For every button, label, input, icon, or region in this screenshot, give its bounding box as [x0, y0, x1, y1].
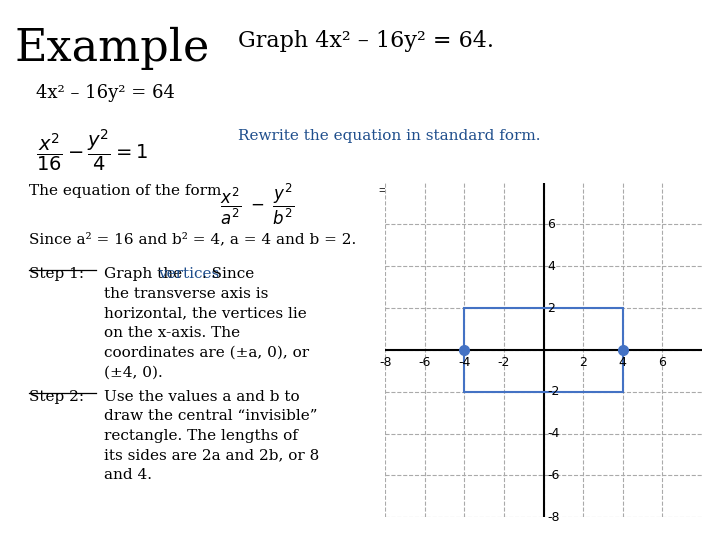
Text: -6: -6	[418, 356, 431, 369]
Text: vertices: vertices	[158, 267, 220, 281]
Text: -4: -4	[458, 356, 471, 369]
Text: = 1, so the transverse axis is horizontal.: = 1, so the transverse axis is horizonta…	[378, 184, 689, 198]
Text: Step 2:: Step 2:	[29, 390, 84, 404]
Text: 2: 2	[580, 356, 587, 369]
Text: the transverse axis is
horizontal, the vertices lie
on the x-axis. The
coordinat: the transverse axis is horizontal, the v…	[104, 287, 310, 379]
Text: -4: -4	[547, 427, 559, 440]
Text: 4: 4	[619, 356, 626, 369]
Text: 4x² – 16y² = 64: 4x² – 16y² = 64	[36, 84, 175, 102]
Text: Use the values a and b to
draw the central “invisible”
rectangle. The lengths of: Use the values a and b to draw the centr…	[104, 390, 320, 482]
Text: 6: 6	[659, 356, 666, 369]
Text: -2: -2	[498, 356, 510, 369]
Text: -8: -8	[547, 511, 559, 524]
Text: Example: Example	[14, 27, 210, 70]
Text: Graph 4x² – 16y² = 64.: Graph 4x² – 16y² = 64.	[238, 30, 494, 52]
Text: 2: 2	[547, 301, 555, 315]
Text: . Since: . Since	[202, 267, 254, 281]
Text: Step 1:: Step 1:	[29, 267, 84, 281]
Text: Since a² = 16 and b² = 4, a = 4 and b = 2.: Since a² = 16 and b² = 4, a = 4 and b = …	[29, 232, 356, 246]
Text: 6: 6	[547, 218, 555, 231]
Text: -6: -6	[547, 469, 559, 482]
Text: 4: 4	[547, 260, 555, 273]
Text: The equation of the form: The equation of the form	[29, 184, 221, 198]
Text: Graph the: Graph the	[104, 267, 187, 281]
Text: $\dfrac{x^2}{a^2}\ -\ \dfrac{y^2}{b^2}$: $\dfrac{x^2}{a^2}\ -\ \dfrac{y^2}{b^2}$	[220, 182, 294, 227]
Text: $\dfrac{x^2}{16} - \dfrac{y^2}{4} = 1$: $\dfrac{x^2}{16} - \dfrac{y^2}{4} = 1$	[36, 127, 148, 173]
Text: Rewrite the equation in standard form.: Rewrite the equation in standard form.	[238, 129, 540, 143]
Text: -8: -8	[379, 356, 392, 369]
Bar	[464, 308, 623, 392]
Text: -2: -2	[547, 385, 559, 399]
